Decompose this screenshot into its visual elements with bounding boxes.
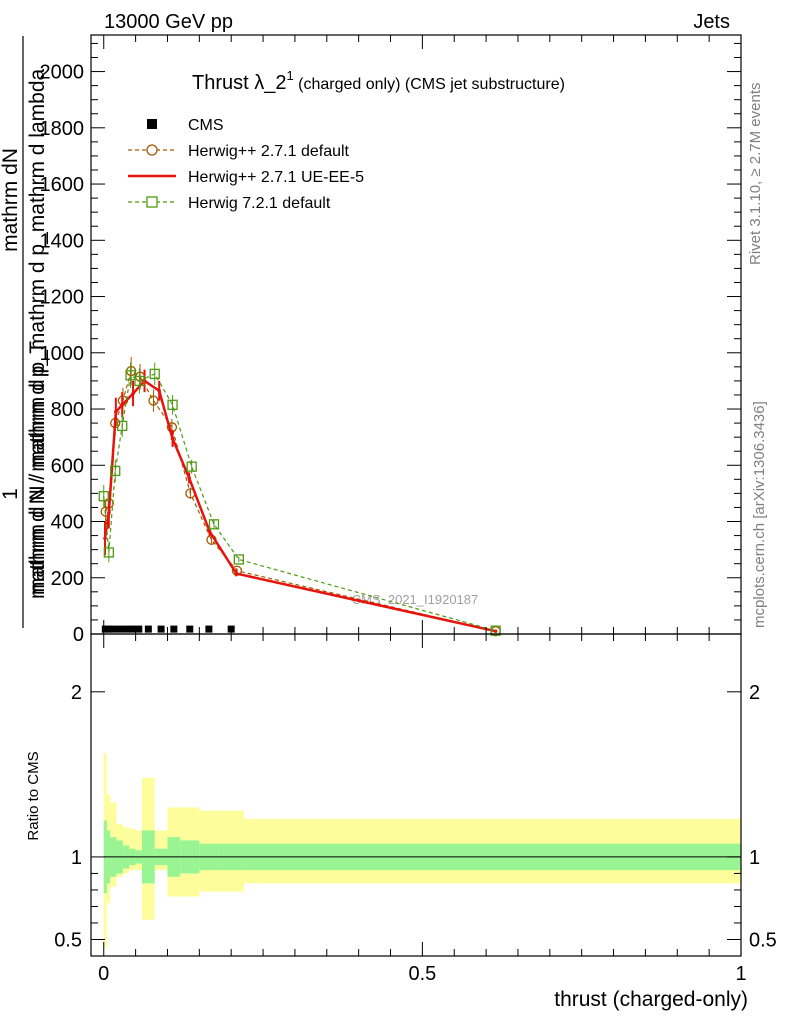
cms-data-point [170, 625, 178, 633]
series-line [103, 373, 496, 632]
legend-label: CMS [188, 117, 224, 134]
main-y-tick-label: 1600 [40, 174, 85, 196]
series-point [148, 395, 159, 406]
title-superscript: 1 [286, 68, 293, 83]
series-point [149, 368, 160, 380]
series-point [120, 403, 125, 407]
series-3 [98, 362, 501, 636]
main-y-label: 1 mathrm dN mathrm d N / mathrm d p_math… [0, 36, 49, 628]
series-point [167, 399, 178, 410]
legend-marker [146, 196, 158, 208]
series-point [107, 511, 111, 515]
ratio-y-tick-label-right: 2 [749, 682, 760, 704]
legend-entry-1: Herwig++ 2.7.1 default [128, 143, 350, 160]
ratio-y-tick-label-right: 0.5 [749, 929, 777, 951]
legend-entry-3: Herwig 7.2.1 default [128, 195, 331, 212]
y-label-num-1: 1 [0, 488, 22, 500]
cms-data-point [116, 625, 124, 633]
series-point [186, 461, 197, 472]
x-tick-label: 0 [98, 963, 109, 985]
series-point [98, 491, 109, 502]
cms-data-point [109, 625, 117, 633]
cms-data-point [128, 625, 136, 633]
main-y-tick-label: 2000 [40, 62, 85, 84]
cms-data-point [186, 625, 194, 633]
main-y-tick-label: 1400 [40, 230, 85, 252]
side-label-bottom: mcplots.cern.ch [arXiv:1306.3436] [751, 401, 768, 628]
main-y-tick-label: 1200 [40, 287, 85, 309]
cms-data-point [157, 625, 165, 633]
main-y-tick-label: 200 [51, 568, 84, 590]
series-point [110, 465, 121, 477]
y-label-num-2: mathrm dN [0, 148, 22, 252]
main-y-tick-label: 1000 [40, 343, 85, 365]
header-right: Jets [693, 11, 730, 33]
ratio-y-tick-label-right: 1 [749, 847, 760, 869]
series-point [207, 529, 212, 534]
cms-data-point [205, 625, 213, 633]
legend-label: Herwig++ 2.7.1 UE-EE-5 [188, 169, 364, 186]
x-tick-label: 1 [735, 963, 746, 985]
analysis-watermark: CMS_2021_I1920187 [352, 592, 479, 607]
series-point [234, 571, 239, 576]
series-point [170, 436, 175, 441]
legend-entry-2: Herwig++ 2.7.1 UE-EE-5 [128, 169, 364, 186]
series-point [125, 370, 136, 381]
series-point [114, 410, 118, 414]
series-point [117, 420, 128, 432]
y-label-den-2: mathrm d N / mathrm d p_T [26, 341, 49, 599]
main-y-tick-label: 800 [51, 399, 84, 421]
ratio-bands [103, 752, 742, 948]
side-label-top: Rivet 3.1.10, ≥ 2.7M events [747, 83, 764, 266]
ratio-y-tick-label: 1 [71, 847, 82, 869]
legend-label: Herwig++ 2.7.1 default [188, 143, 350, 160]
main-y-tick-label: 600 [51, 455, 84, 477]
y-label-den-1: mathrm d N / mathrm d p_mathrm d p_mathr… [26, 69, 49, 596]
main-y-tick-label: 0 [73, 624, 84, 646]
series-point [103, 547, 114, 558]
x-axis-label: thrust (charged-only) [554, 988, 748, 1011]
cms-data-point [135, 625, 143, 633]
ratio-y-tick-label: 0.5 [54, 929, 82, 951]
ratio-y-label: Ratio to CMS [25, 751, 42, 840]
series-point [233, 554, 244, 565]
main-y-tick-label: 1800 [40, 118, 85, 140]
x-tick-label: 0.5 [408, 963, 436, 985]
title-main: Thrust λ_2 [192, 72, 286, 94]
series-line [103, 379, 496, 633]
series-point [131, 391, 135, 396]
series-point [103, 536, 107, 541]
series-line [105, 370, 496, 632]
header-left: 13000 GeV pp [104, 11, 233, 33]
series-0 [101, 625, 235, 633]
main-y-tick-label: 400 [51, 512, 84, 534]
series-point [490, 625, 501, 636]
plot-title: Thrust λ_21 (charged only) (CMS jet subs… [192, 68, 565, 94]
legend-marker [147, 119, 157, 129]
ratio-y-tick-label: 2 [71, 682, 82, 704]
ratio-plot-frame [90, 633, 742, 957]
title-rest: (charged only) (CMS jet substructure) [294, 76, 565, 93]
legend: CMS Herwig++ 2.7.1 default Herwig++ 2.7.1 … [128, 117, 364, 212]
series-point [134, 375, 145, 387]
cms-data-point [105, 625, 113, 633]
series-2 [103, 369, 498, 633]
legend-entry-0: CMS [147, 117, 224, 134]
legend-label: Herwig 7.2.1 default [188, 195, 331, 212]
legend-marker [146, 144, 158, 156]
series-point [157, 388, 161, 393]
cms-data-point [144, 625, 152, 633]
series-point [187, 476, 191, 480]
series-point [208, 519, 220, 530]
axes-layer: 0 200 400 600 800 1000 1200 1400 1600 1800 2000 0.5… [40, 34, 777, 985]
cms-data-point [122, 625, 130, 633]
